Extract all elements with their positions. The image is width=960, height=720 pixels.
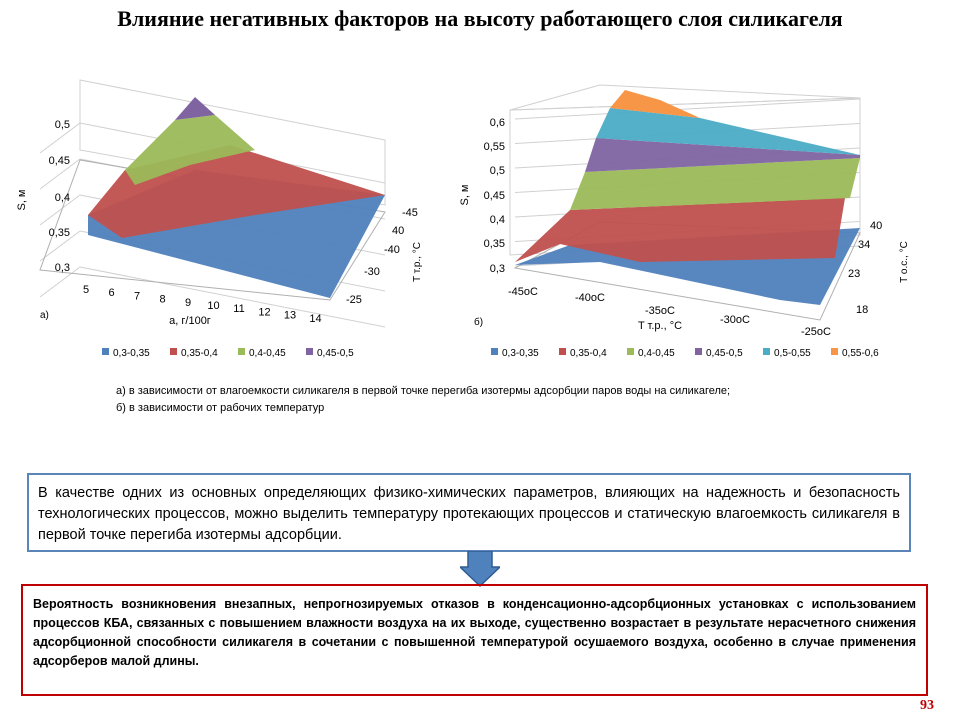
legend-swatch [102,348,109,355]
surface-band [515,198,845,262]
y-tick-label: 0,55 [484,141,505,153]
x-tick-label: -30оС [720,314,750,326]
back-wall [509,84,861,111]
surface-band [610,90,700,118]
legend-swatch [170,348,177,355]
y-tick-label: 0,6 [490,117,505,129]
x-tick-label: 6 [108,287,114,299]
legend-label: 0,35-0,4 [181,348,218,359]
legend-label: 0,3-0,35 [502,348,539,359]
z-axis-label: T о.с., °C [899,241,910,283]
warning-box: Вероятность возникновения внезапных, неп… [21,584,928,696]
y-tick-label: 0,45 [484,190,505,202]
legend-swatch [627,348,634,355]
y-tick-label: 0,3 [490,263,505,275]
z-tick-label: 23 [848,268,860,280]
legend-label: 0,45-0,5 [706,348,743,359]
surface-band [585,138,860,172]
y-axis-label: S, м [16,189,28,210]
surface-charts: 0,3 0,35 0,4 0,45 0,5 S, м 5 6 7 8 9 10 11 12 13 14 a, г… [16,79,910,359]
legend-swatch [763,348,770,355]
y-tick-label: 0,5 [490,165,505,177]
panel-label: а) [40,310,49,321]
caption-b: б) в зависимости от рабочих температур [116,402,325,414]
x-tick-label: -45оС [508,286,538,298]
z-tick-label: 34 [858,239,870,251]
x-tick-label: 7 [134,290,140,302]
z-axis-label: T т.р., °C [412,242,423,282]
info-box: В качестве одних из основных определяющи… [27,473,911,552]
caption-a: а) в зависимости от влагоемкости силикаг… [116,385,731,397]
page-number: 93 [920,698,934,713]
gridline [39,158,81,190]
gridline [39,122,81,154]
gridline [514,98,861,120]
x-tick-label: -25оС [801,326,831,338]
x-tick-label: -35оС [645,305,675,317]
z-tick-label: 18 [856,304,868,316]
legend-label: 0,55-0,6 [842,348,879,359]
legend-swatch [695,348,702,355]
surface-band [125,115,255,185]
x-tick-label: 5 [83,284,89,296]
surface-band [570,158,860,210]
legend-label: 0,45-0,5 [317,348,354,359]
y-axis-label: S, м [459,184,471,205]
x-tick-label: 12 [258,306,270,318]
z-tick-label: -30 [364,266,380,278]
warning-text: Вероятность возникновения внезапных, неп… [33,597,916,668]
surface-band [596,108,860,155]
z-tick-label: -25 [346,294,362,306]
x-tick-label: 14 [309,313,321,325]
chart-b: 0,3 0,35 0,4 0,45 0,5 0,55 0,6 S, м -45оС -40оС -3… [459,84,910,359]
page-title: Влияние негативных факторов на высоту ра… [117,6,843,31]
surface-band [175,97,215,120]
back-wall [79,79,386,206]
legend-label: 0,5-0,55 [774,348,811,359]
legend-label: 0,4-0,45 [638,348,675,359]
z-tick-label: 40 [392,225,404,237]
legend-label: 0,3-0,35 [113,348,150,359]
legend-swatch [831,348,838,355]
gridline [39,266,81,298]
y-tick-label: 0,4 [490,214,505,226]
y-tick-label: 0,3 [55,262,70,274]
x-tick-label: 9 [185,297,191,309]
legend-swatch [559,348,566,355]
legend-label: 0,35-0,4 [570,348,607,359]
y-tick-label: 0,35 [49,227,70,239]
gridline [39,230,81,262]
x-axis-label: a, г/100г [169,315,211,327]
x-tick-label: -40оС [575,292,605,304]
down-arrow-icon [460,551,500,587]
gridline [39,194,81,226]
y-tick-label: 0,5 [55,119,70,131]
chart-a: 0,3 0,35 0,4 0,45 0,5 S, м 5 6 7 8 9 10 11 12 13 14 a, г… [16,79,423,359]
legend-swatch [306,348,313,355]
legend-swatch [238,348,245,355]
legend-swatch [491,348,498,355]
z-tick-label: 40 [870,220,882,232]
info-text: В качестве одних из основных определяющи… [38,485,900,543]
y-tick-label: 0,35 [484,238,505,250]
panel-label: б) [474,316,483,328]
legend-label: 0,4-0,45 [249,348,286,359]
z-tick-label: -40 [384,244,400,256]
floor [39,159,386,301]
x-axis-label: T т.р., °C [638,320,682,332]
y-tick-label: 0,4 [55,192,70,204]
z-tick-label: -45 [402,207,418,219]
gridline [79,266,386,328]
y-tick-label: 0,45 [49,155,70,167]
x-tick-label: 10 [207,300,219,312]
x-tick-label: 13 [284,310,296,322]
x-tick-label: 11 [233,303,244,315]
x-tick-label: 8 [159,294,165,306]
